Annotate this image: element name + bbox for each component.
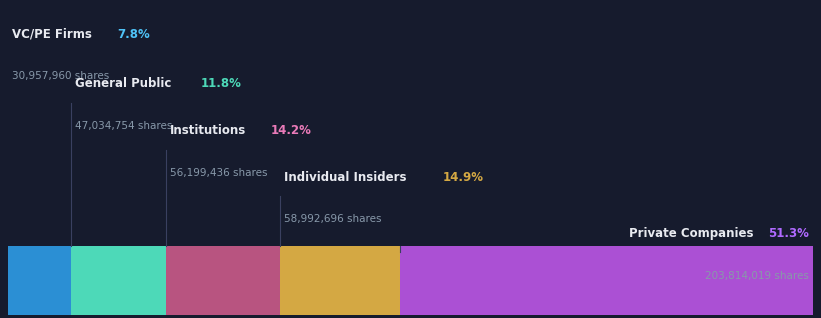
Bar [166, 246, 280, 315]
Bar [8, 246, 71, 315]
Text: 30,957,960 shares: 30,957,960 shares [12, 71, 109, 81]
Text: 203,814,019 shares: 203,814,019 shares [705, 271, 809, 280]
Text: 14.9%: 14.9% [443, 171, 484, 184]
Text: General Public: General Public [75, 78, 172, 90]
Text: 58,992,696 shares: 58,992,696 shares [284, 214, 382, 225]
Text: 14.2%: 14.2% [270, 124, 311, 137]
Bar [71, 246, 166, 315]
Text: 7.8%: 7.8% [117, 28, 150, 41]
Text: 47,034,754 shares: 47,034,754 shares [75, 121, 172, 131]
Text: Institutions: Institutions [170, 124, 246, 137]
Text: 51.3%: 51.3% [768, 227, 809, 240]
Bar [280, 246, 400, 315]
Text: Individual Insiders: Individual Insiders [284, 171, 406, 184]
Text: 56,199,436 shares: 56,199,436 shares [170, 168, 268, 178]
Bar [400, 246, 813, 315]
Text: VC/PE Firms: VC/PE Firms [12, 28, 92, 41]
Text: 11.8%: 11.8% [201, 78, 241, 90]
Text: Private Companies: Private Companies [629, 227, 753, 240]
